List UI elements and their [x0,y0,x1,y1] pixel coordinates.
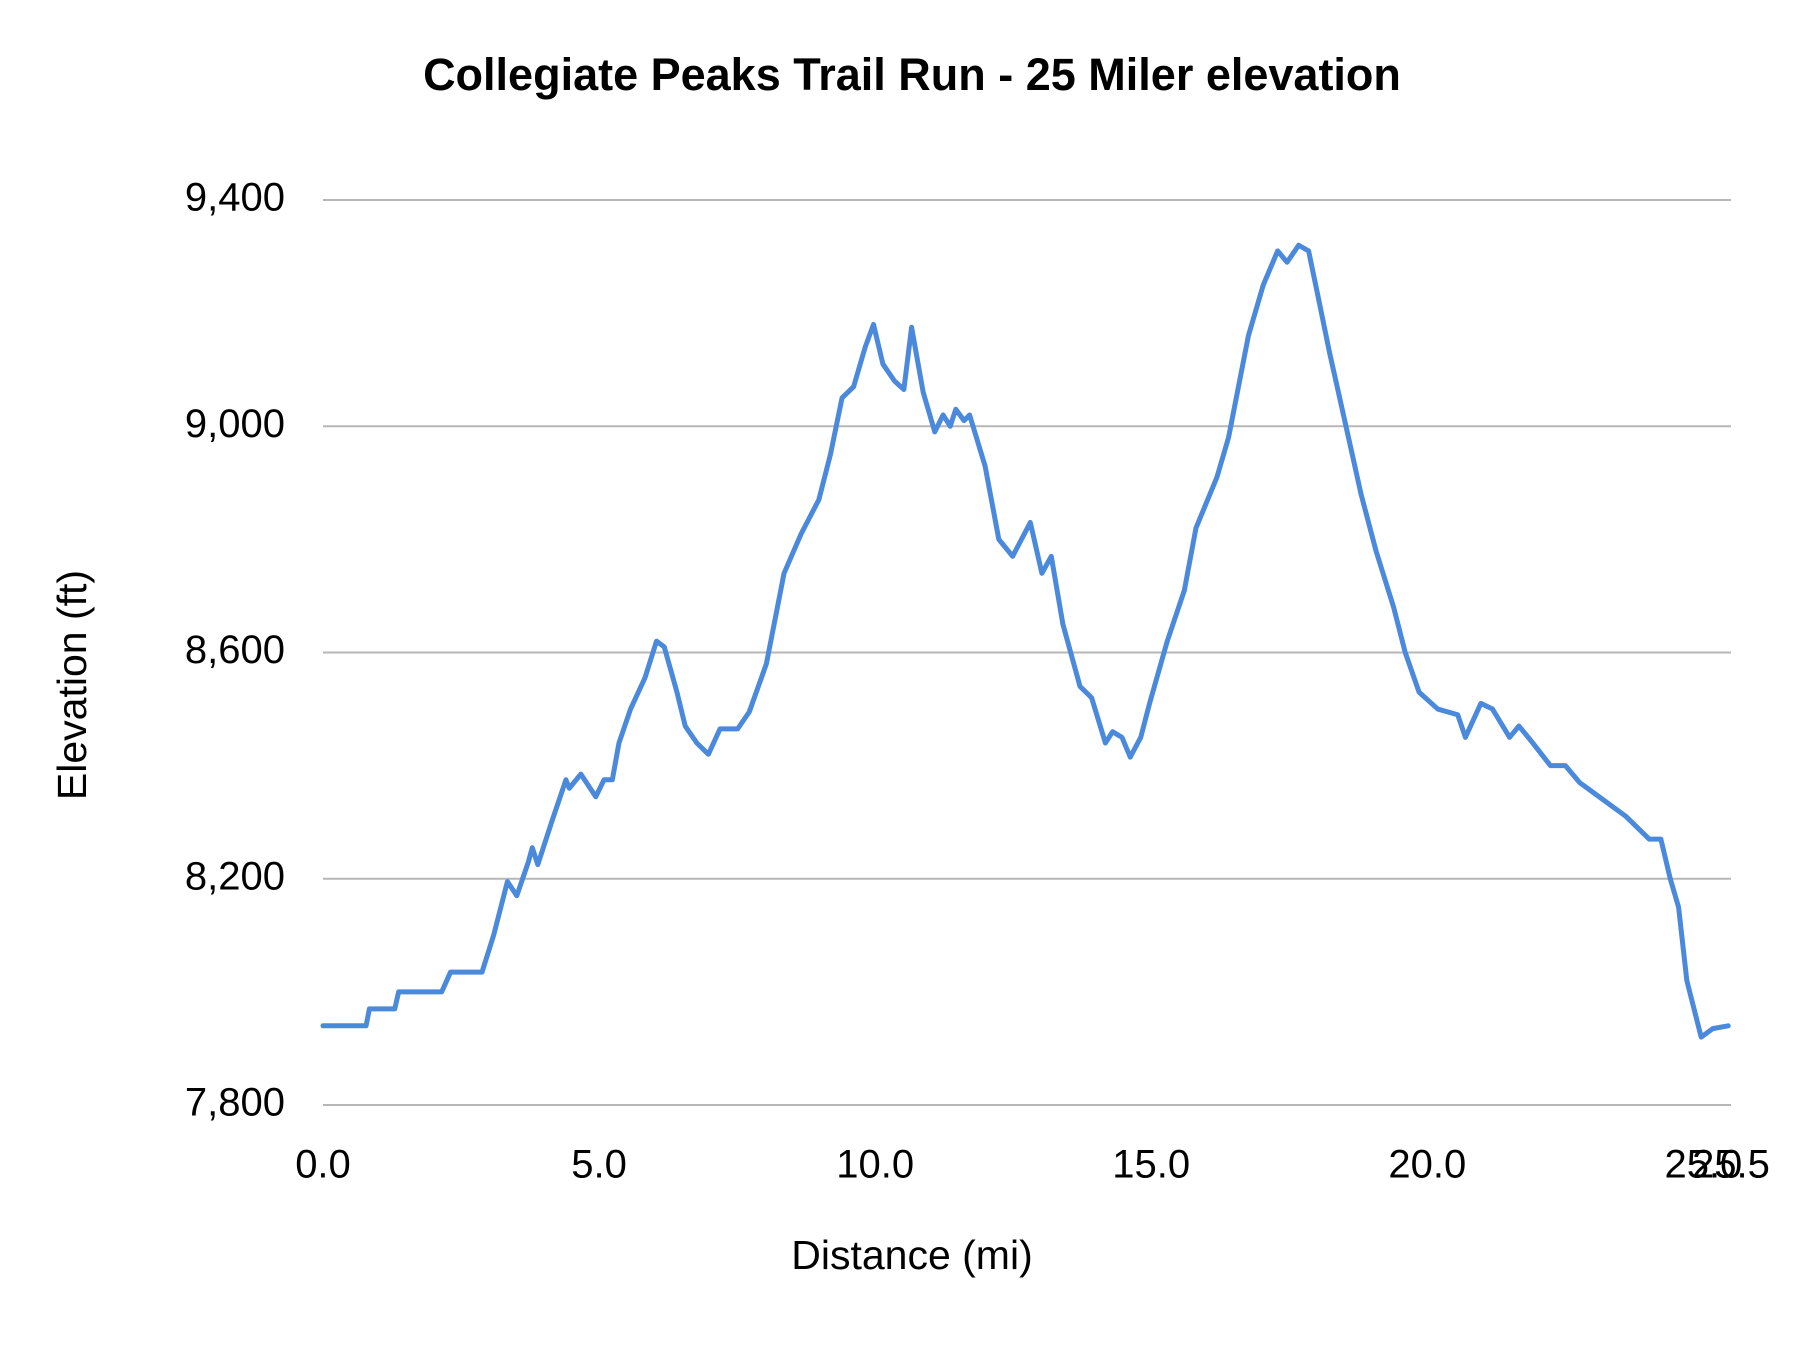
x-tick-label: 15.0 [1112,1143,1190,1187]
x-axis-title: Distance (mi) [791,1232,1032,1278]
x-tick-label: 25.5 [1692,1143,1770,1187]
y-tick-label: 8,200 [185,854,285,898]
y-tick-label: 7,800 [185,1081,285,1125]
chart-title: Collegiate Peaks Trail Run - 25 Miler el… [423,49,1401,100]
elevation-line [320,242,1731,1040]
y-tick-label: 9,400 [185,176,285,220]
x-tick-label: 5.0 [571,1143,627,1187]
x-tick-label: 25.0 [1664,1143,1742,1187]
y-tick-label: 8,600 [185,628,285,672]
x-tick-label: 10.0 [836,1143,914,1187]
y-axis-title: Elevation (ft) [49,570,95,800]
x-tick-label: 20.0 [1388,1143,1466,1187]
y-tick-label: 9,000 [185,402,285,446]
x-tick-label: 0.0 [295,1143,351,1187]
